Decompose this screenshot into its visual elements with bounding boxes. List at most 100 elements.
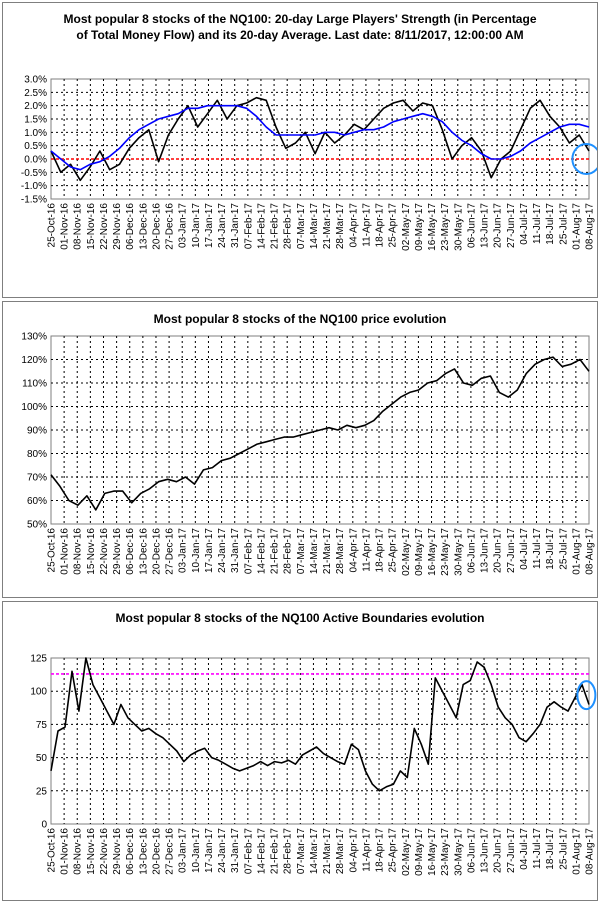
x-tick-label: 28-Mar-17 xyxy=(335,528,346,575)
y-tick-label: -0.5% xyxy=(21,168,47,179)
x-tick-label: 06-Dec-16 xyxy=(125,203,136,250)
x-tick-label: 01-Aug-17 xyxy=(571,528,582,575)
x-tick-label: 08-Aug-17 xyxy=(585,528,596,575)
x-tick-label: 18-Jul-17 xyxy=(545,203,556,245)
x-tick-label: 16-May-17 xyxy=(427,828,438,876)
y-tick-label: -1.0% xyxy=(21,181,47,192)
x-tick-label: 18-Jul-17 xyxy=(545,828,556,870)
x-tick-label: 25-Oct-16 xyxy=(47,828,58,873)
x-tick-label: 16-May-17 xyxy=(427,203,438,251)
x-tick-label: 04-Apr-17 xyxy=(348,528,359,573)
x-tick-label: 04-Jul-17 xyxy=(519,828,530,870)
x-tick-label: 09-May-17 xyxy=(414,203,425,251)
large-players-strength-chart-panel: Most popular 8 stocks of the NQ100: 20-d… xyxy=(2,2,598,298)
x-tick-label: 18-Apr-17 xyxy=(375,828,386,873)
x-tick-label: 09-May-17 xyxy=(414,528,425,576)
x-tick-label: 14-Mar-17 xyxy=(309,828,320,875)
x-tick-label: 23-May-17 xyxy=(440,203,451,251)
chart-title: Most popular 8 stocks of the NQ100 Activ… xyxy=(115,611,485,625)
x-tick-label: 15-Nov-16 xyxy=(86,828,97,875)
x-tick-label: 01-Aug-17 xyxy=(571,828,582,875)
x-tick-label: 21-Feb-17 xyxy=(270,828,281,875)
x-tick-label: 01-Nov-16 xyxy=(60,528,71,575)
active-boundaries-chart: 0 25 50 75 100 125 25-Oct-16 01-Nov-16 08-Nov-16… xyxy=(30,654,597,876)
x-tick-label: 29-Nov-16 xyxy=(112,528,123,575)
x-tick-label: 28-Feb-17 xyxy=(283,828,294,875)
x-tick-label: 14-Mar-17 xyxy=(309,528,320,575)
x-tick-label: 17-Jan-17 xyxy=(204,203,215,248)
x-tick-label: 16-May-17 xyxy=(427,528,438,576)
x-tick-label: 25-Apr-17 xyxy=(388,528,399,573)
x-tick-label: 25-Apr-17 xyxy=(388,828,399,873)
x-tick-label: 20-Jun-17 xyxy=(493,828,504,873)
x-tick-label: 03-Jan-17 xyxy=(178,828,189,873)
y-tick-label: 110% xyxy=(22,379,47,390)
y-tick-label: 1.0% xyxy=(24,128,47,139)
x-tick-label: 06-Dec-16 xyxy=(125,528,136,575)
x-tick-label: 08-Nov-16 xyxy=(73,203,84,250)
x-tick-label: 31-Jan-17 xyxy=(230,203,241,248)
x-tick-label: 03-Jan-17 xyxy=(178,528,189,573)
x-tick-label: 04-Jul-17 xyxy=(519,528,530,570)
x-tick-label: 01-Nov-16 xyxy=(60,203,71,250)
y-tick-label: 2.5% xyxy=(24,88,47,99)
y-tick-label: 3.0% xyxy=(24,75,47,86)
x-tick-label: 13-Jun-17 xyxy=(480,528,491,573)
x-tick-label: 18-Jul-17 xyxy=(545,528,556,570)
x-tick-label: 21-Mar-17 xyxy=(322,828,333,875)
x-tick-label: 27-Jun-17 xyxy=(506,528,517,573)
price-evolution-chart-panel: Most popular 8 stocks of the NQ100 price… xyxy=(2,301,598,598)
x-tick-label: 20-Dec-16 xyxy=(151,203,162,250)
y-tick-label: 25 xyxy=(36,786,48,797)
x-tick-label: 13-Dec-16 xyxy=(138,203,149,250)
y-tick-label: 80% xyxy=(27,449,47,460)
x-tick-label: 17-Jan-17 xyxy=(204,528,215,573)
highlight-circle xyxy=(576,680,597,711)
x-tick-label: 06-Jun-17 xyxy=(466,203,477,248)
x-tick-label: 22-Nov-16 xyxy=(99,528,110,575)
x-tick-label: 08-Aug-17 xyxy=(585,828,596,875)
y-tick-label: 125 xyxy=(30,654,47,665)
x-tick-label: 14-Feb-17 xyxy=(256,528,267,575)
x-tick-label: 14-Feb-17 xyxy=(256,203,267,250)
x-tick-label: 01-Aug-17 xyxy=(571,203,582,250)
x-tick-label: 28-Feb-17 xyxy=(283,203,294,250)
x-tick-label: 27-Dec-16 xyxy=(165,528,176,575)
x-tick-label: 21-Mar-17 xyxy=(322,203,333,250)
x-tick-label: 18-Apr-17 xyxy=(375,528,386,573)
x-tick-label: 07-Feb-17 xyxy=(243,828,254,875)
x-tick-label: 14-Mar-17 xyxy=(309,203,320,250)
x-tick-label: 25-Jul-17 xyxy=(558,528,569,570)
x-tick-label: 13-Jun-17 xyxy=(480,203,491,248)
x-tick-label: 06-Jun-17 xyxy=(466,528,477,573)
x-tick-label: 11-Apr-17 xyxy=(361,528,372,572)
y-tick-label: 0.5% xyxy=(24,141,47,152)
series-line xyxy=(50,356,590,511)
x-tick-label: 11-Apr-17 xyxy=(361,203,372,247)
active-boundaries-chart-panel: Most popular 8 stocks of the NQ100 Activ… xyxy=(2,601,598,901)
x-tick-label: 29-Nov-16 xyxy=(112,203,123,250)
x-tick-label: 08-Aug-17 xyxy=(585,203,596,250)
chart-title-line1: Most popular 8 stocks of the NQ100: 20-d… xyxy=(63,12,537,26)
y-tick-label: 0 xyxy=(41,820,47,831)
x-tick-label: 25-Oct-16 xyxy=(47,203,58,248)
x-tick-label: 20-Jun-17 xyxy=(493,203,504,248)
x-tick-label: 07-Mar-17 xyxy=(296,828,307,875)
x-tick-label: 11-Jul-17 xyxy=(532,828,543,869)
x-tick-label: 21-Mar-17 xyxy=(322,528,333,575)
x-tick-label: 27-Dec-16 xyxy=(165,828,176,875)
price-evolution-chart: 50% 60% 70% 80% 90% 100% 110% 120% 130% 25-Oct-16… xyxy=(21,332,596,576)
x-tick-label: 04-Apr-17 xyxy=(348,828,359,873)
x-tick-label: 20-Dec-16 xyxy=(151,828,162,875)
x-tick-label: 07-Feb-17 xyxy=(243,528,254,575)
x-tick-label: 21-Feb-17 xyxy=(270,528,281,575)
series-line xyxy=(50,96,590,182)
y-tick-label: -1.5% xyxy=(21,195,47,206)
x-tick-label: 04-Apr-17 xyxy=(348,203,359,248)
x-tick-label: 06-Dec-16 xyxy=(125,828,136,875)
x-tick-label: 31-Jan-17 xyxy=(230,528,241,573)
x-tick-label: 10-Jan-17 xyxy=(191,828,202,873)
y-tick-label: 60% xyxy=(27,496,47,507)
x-tick-label: 10-Jan-17 xyxy=(191,203,202,248)
x-tick-label: 04-Jul-17 xyxy=(519,203,530,245)
